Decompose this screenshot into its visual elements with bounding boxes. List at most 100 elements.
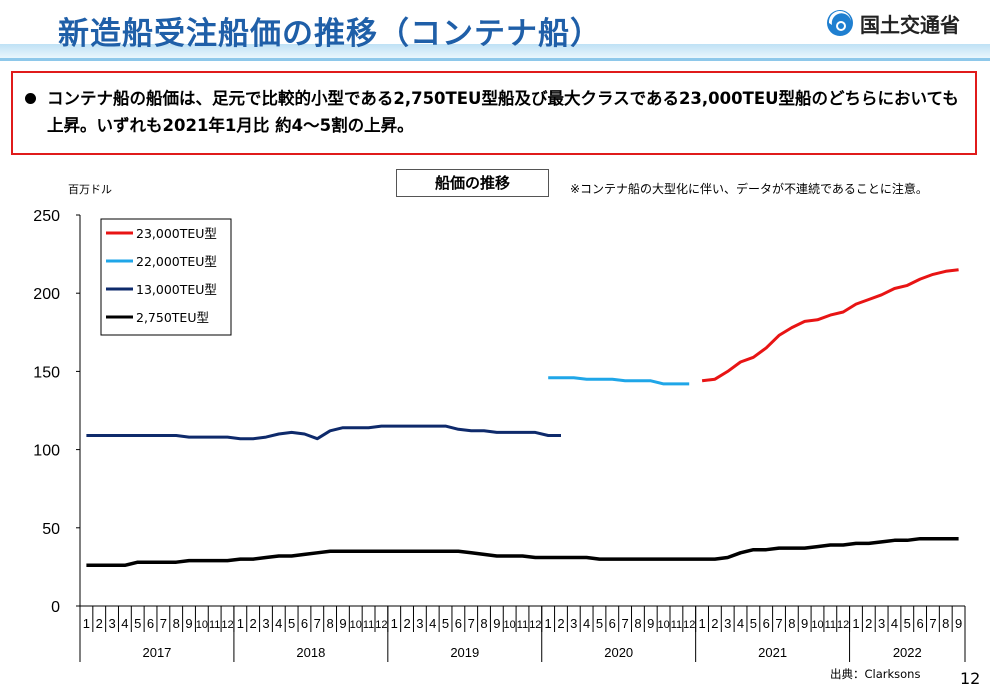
month-label: 11 [363, 619, 374, 631]
month-label: 3 [108, 616, 115, 631]
month-label: 11 [209, 619, 220, 631]
month-label: 9 [647, 616, 654, 631]
month-label: 12 [683, 619, 695, 631]
month-label: 1 [698, 616, 705, 631]
month-label: 11 [671, 619, 682, 631]
header: 新造船受注船価の推移（コンテナ船） 国土交通省 [0, 0, 990, 62]
month-label: 10 [657, 619, 669, 631]
month-label: 5 [288, 616, 295, 631]
legend-label: 2,750TEU型 [136, 310, 209, 325]
y-tick-label: 200 [33, 286, 60, 303]
year-label: 2019 [450, 645, 479, 660]
year-label: 2018 [296, 645, 325, 660]
month-label: 8 [173, 616, 180, 631]
month-label: 3 [570, 616, 577, 631]
year-label: 2022 [893, 645, 922, 660]
month-label: 5 [750, 616, 757, 631]
series-line-2750TEU [86, 536, 959, 568]
month-label: 10 [811, 619, 823, 631]
month-label: 4 [121, 616, 128, 631]
y-axis-unit: 百万ドル [68, 183, 112, 196]
y-tick-label: 0 [51, 599, 60, 616]
month-label: 2 [557, 616, 564, 631]
month-label: 4 [891, 616, 898, 631]
month-label: 12 [221, 619, 233, 631]
y-tick-label: 100 [33, 443, 60, 460]
month-label: 1 [545, 616, 552, 631]
summary-text: コンテナ船の船価は、足元で比較的小型である2,750TEU型船及び最大クラスであ… [47, 89, 959, 135]
y-tick-label: 50 [42, 521, 60, 538]
legend-label: 23,000TEU型 [136, 226, 217, 241]
month-label: 7 [621, 616, 628, 631]
month-label: 9 [493, 616, 500, 631]
month-label: 2 [96, 616, 103, 631]
month-label: 2 [865, 616, 872, 631]
month-label: 9 [339, 616, 346, 631]
month-label: 9 [801, 616, 808, 631]
year-label: 2020 [604, 645, 633, 660]
month-label: 7 [314, 616, 321, 631]
chart-title: 船価の推移 [396, 169, 549, 197]
month-label: 5 [596, 616, 603, 631]
year-label: 2021 [758, 645, 787, 660]
y-tick-label: 250 [33, 208, 60, 225]
month-label: 8 [788, 616, 795, 631]
source-note: 出典：Clarksons [830, 667, 921, 681]
month-label: 5 [134, 616, 141, 631]
month-label: 6 [609, 616, 616, 631]
month-label: 1 [852, 616, 859, 631]
month-label: 1 [391, 616, 398, 631]
month-label: 8 [634, 616, 641, 631]
month-label: 3 [724, 616, 731, 631]
month-label: 5 [442, 616, 449, 631]
month-label: 10 [504, 619, 516, 631]
bullet-icon [25, 93, 36, 104]
month-label: 2 [250, 616, 257, 631]
month-label: 4 [737, 616, 744, 631]
month-label: 11 [517, 619, 528, 631]
month-label: 6 [147, 616, 154, 631]
month-label: 8 [480, 616, 487, 631]
month-label: 4 [583, 616, 590, 631]
month-label: 7 [775, 616, 782, 631]
month-label: 6 [455, 616, 462, 631]
month-label: 11 [825, 619, 836, 631]
month-label: 6 [763, 616, 770, 631]
month-label: 1 [237, 616, 244, 631]
header-divider [0, 58, 990, 61]
mlit-logo-icon [827, 10, 853, 36]
discontinuity-note: ※コンテナ船の大型化に伴い、データが不連続であることに注意。 [570, 182, 928, 196]
month-label: 3 [878, 616, 885, 631]
legend-label: 13,000TEU型 [136, 282, 217, 297]
legend-label: 22,000TEU型 [136, 254, 217, 269]
month-label: 2 [403, 616, 410, 631]
month-label: 8 [942, 616, 949, 631]
month-label: 7 [468, 616, 475, 631]
page-number: 12 [960, 669, 981, 688]
month-label: 3 [262, 616, 269, 631]
header-band [0, 44, 990, 58]
page-title: 新造船受注船価の推移（コンテナ船） [58, 16, 602, 52]
month-label: 1 [83, 616, 90, 631]
month-label: 10 [196, 619, 208, 631]
month-label: 12 [529, 619, 541, 631]
month-label: 6 [916, 616, 923, 631]
month-label: 9 [955, 616, 962, 631]
month-label: 6 [301, 616, 308, 631]
month-label: 2 [711, 616, 718, 631]
series-line-22000TEU [548, 376, 690, 386]
series-line-23000TEU [701, 268, 959, 383]
month-label: 12 [837, 619, 849, 631]
summary-box: コンテナ船の船価は、足元で比較的小型である2,750TEU型船及び最大クラスであ… [11, 71, 977, 155]
month-label: 8 [326, 616, 333, 631]
logo-text: 国土交通省 [860, 12, 960, 37]
year-label: 2017 [142, 645, 171, 660]
month-label: 7 [929, 616, 936, 631]
month-label: 7 [160, 616, 167, 631]
series-line-13000TEU [86, 424, 561, 441]
month-label: 12 [375, 619, 387, 631]
month-label: 4 [429, 616, 436, 631]
month-label: 5 [904, 616, 911, 631]
y-tick-label: 150 [33, 364, 60, 381]
